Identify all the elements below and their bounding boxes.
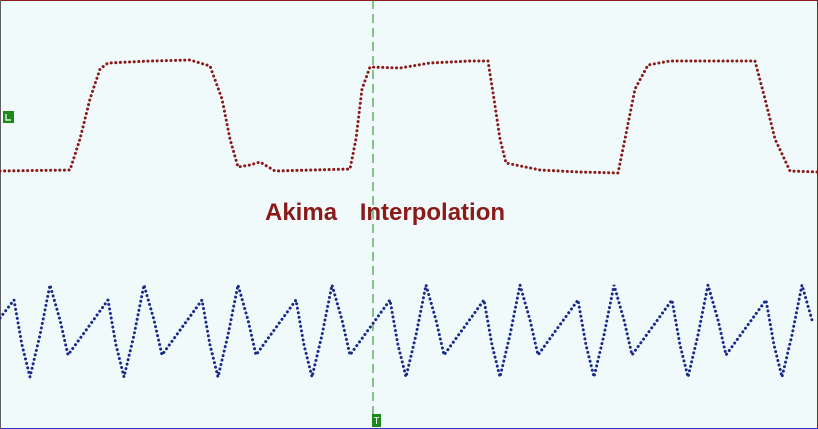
chart-title: Akima Interpolation	[265, 199, 505, 226]
channel-marker	[3, 111, 14, 123]
trace	[0, 58, 818, 175]
trace	[0, 284, 814, 378]
trigger-marker	[372, 414, 381, 427]
channel-marker-icon	[5, 114, 11, 121]
trigger-label: T	[373, 416, 379, 427]
